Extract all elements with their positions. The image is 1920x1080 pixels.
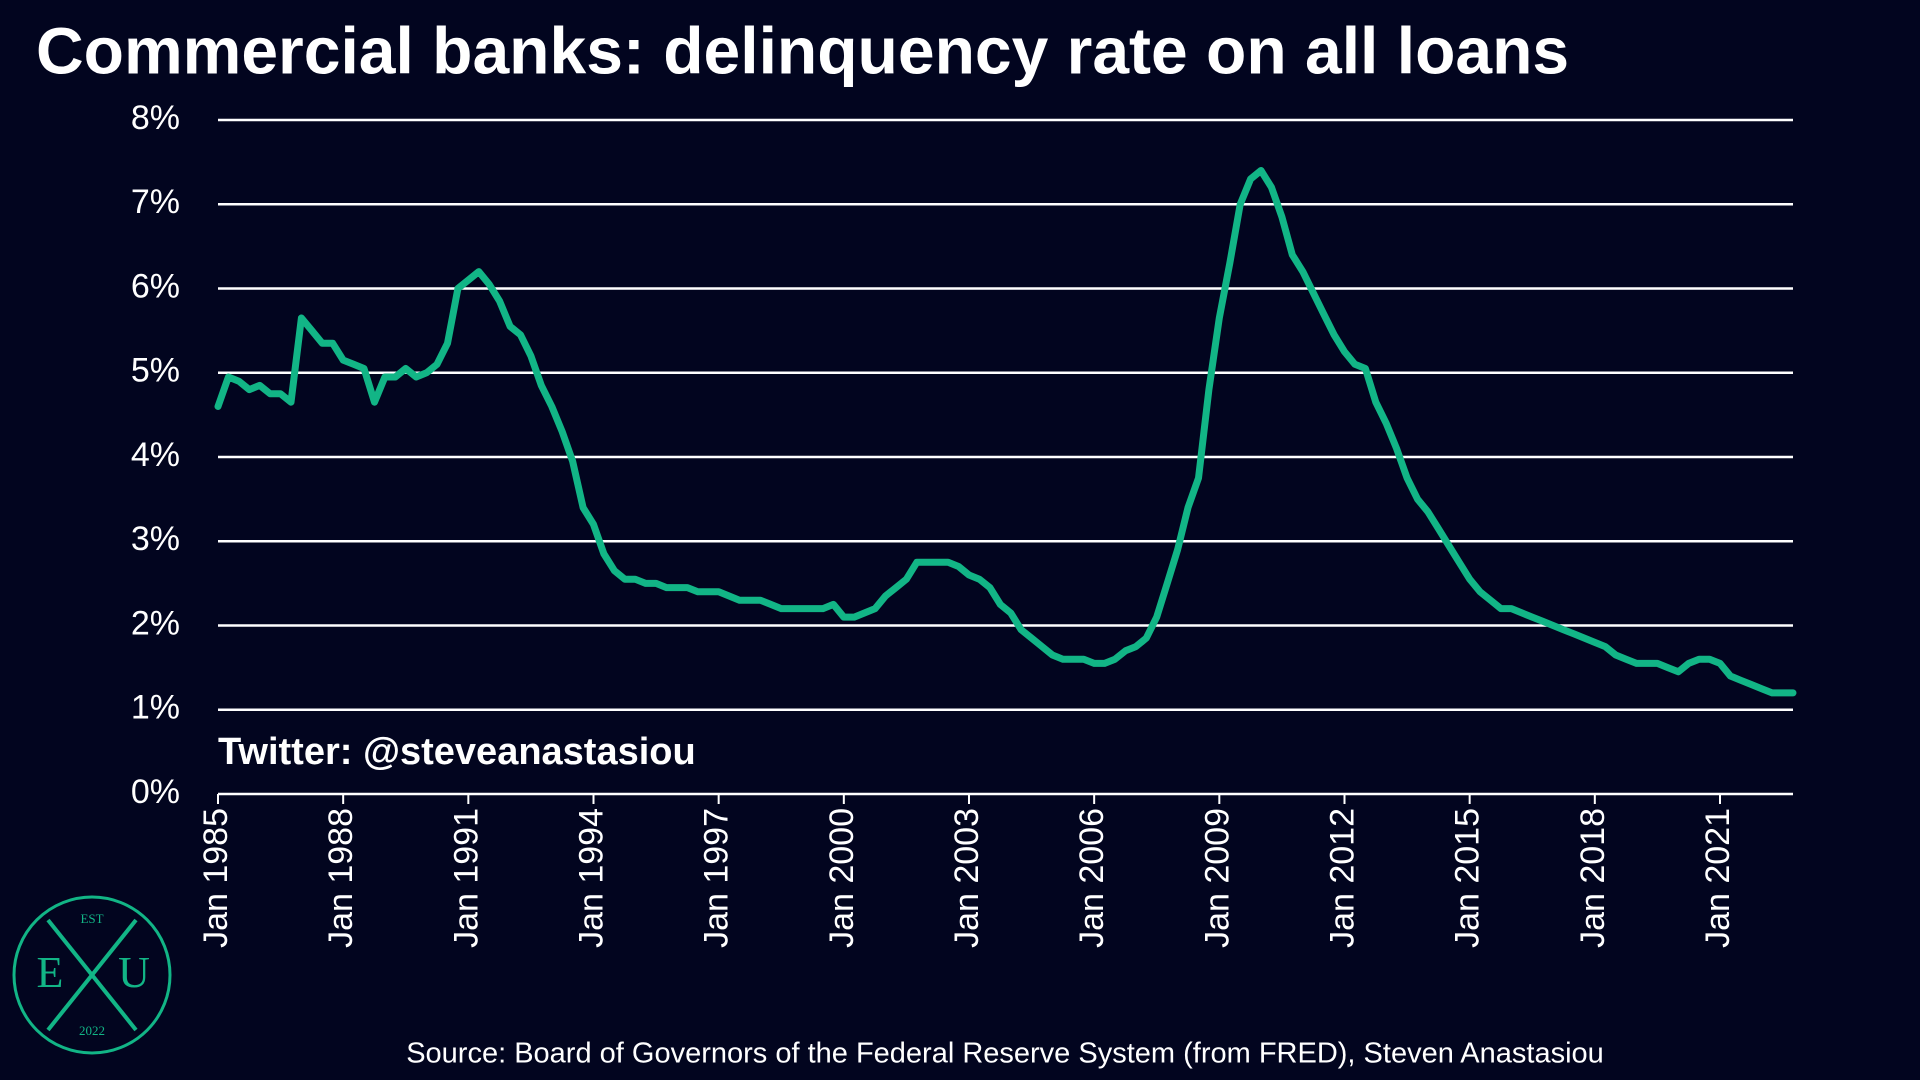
y-tick-label: 5%: [131, 352, 180, 390]
y-tick-label: 4%: [131, 436, 180, 474]
x-tick-label: Jan 2018: [1574, 808, 1612, 948]
logo-text: U: [118, 948, 150, 997]
y-tick-label: 3%: [131, 520, 180, 558]
logo: EST E U 2022: [12, 895, 172, 1055]
chart-title: Commercial banks: delinquency rate on al…: [36, 13, 1569, 87]
logo-ring: [12, 895, 172, 1055]
x-tick-label: Jan 1991: [447, 808, 485, 948]
logo-stroke: [46, 918, 138, 1032]
y-tick-label: 0%: [131, 773, 180, 811]
source-note: Source: Board of Governors of the Federa…: [406, 1038, 1604, 1070]
x-tick-label: Jan 2000: [823, 808, 861, 948]
x-tick-label: Jan 2009: [1198, 808, 1236, 948]
y-tick-label: 2%: [131, 604, 180, 642]
y-tick-label: 8%: [131, 99, 180, 137]
y-tick-label: 7%: [131, 183, 180, 221]
data-line: [214, 167, 1797, 697]
x-tick-label: Jan 2012: [1323, 808, 1361, 948]
logo-text: EST: [80, 911, 103, 926]
x-tick-label: Jan 2003: [948, 808, 986, 948]
logo-text: E: [37, 948, 64, 997]
y-tick-label: 6%: [131, 267, 180, 305]
y-tick-label: 1%: [131, 689, 180, 727]
x-tick-label: Jan 2006: [1073, 808, 1111, 948]
x-tick-label: Jan 1997: [698, 808, 736, 948]
x-tick-label: Jan 2015: [1449, 808, 1487, 948]
x-tick-label: Jan 1988: [322, 808, 360, 948]
x-tick-label: Jan 1985: [197, 808, 235, 948]
x-tick-label: Jan 1994: [572, 808, 610, 948]
annotation: Twitter: @steveanastasiou: [218, 731, 696, 773]
x-tick-label: Jan 2021: [1699, 808, 1737, 948]
logo-text: 2022: [79, 1023, 105, 1038]
